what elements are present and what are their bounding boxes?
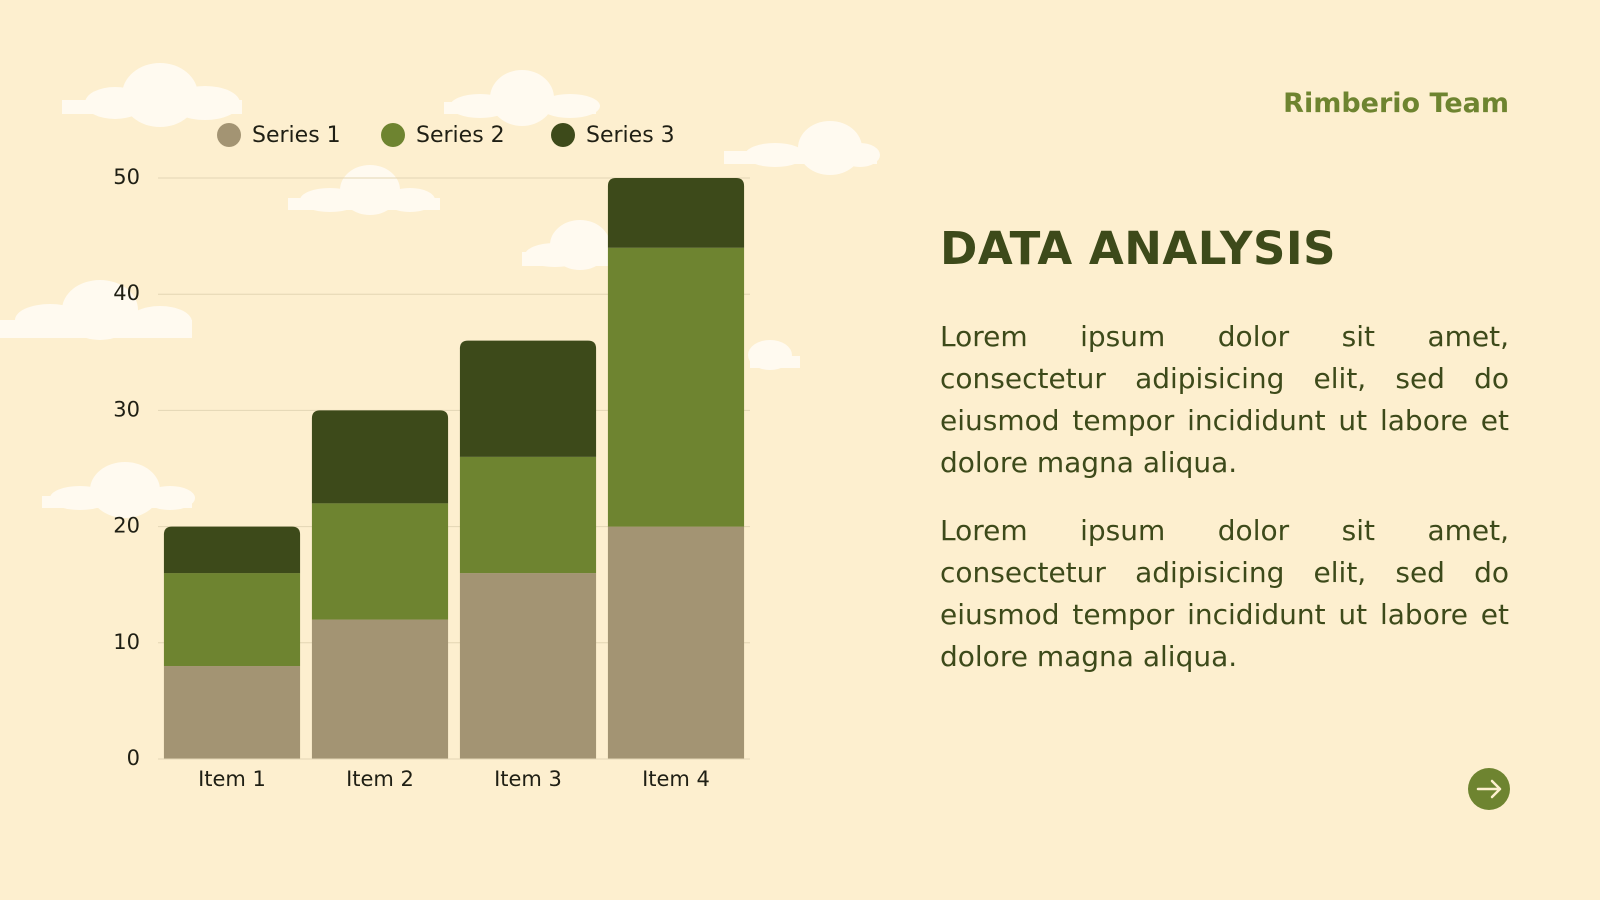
legend-label: Series 2 [416,123,505,148]
bar-segment [459,340,597,457]
legend-label: Series 1 [252,123,341,148]
clouds [0,63,880,518]
legend-swatch [381,123,405,147]
y-tick-label: 30 [113,397,140,421]
bar-segment [311,619,449,759]
bar-segment [607,526,745,759]
brand: Rimberio Team [1283,88,1509,119]
bar-segment [163,666,301,759]
bar-segment [163,573,301,667]
bar-segment [607,247,745,527]
paragraph: Lorem ipsum dolor sit amet, consectetur … [940,320,1509,479]
legend-swatch [551,123,575,147]
bar-segment [311,503,449,620]
bar-segment [607,178,745,248]
y-tick-label: 20 [113,514,140,538]
arrow-icon [1476,779,1502,799]
y-tick-label: 10 [113,630,140,654]
x-tick-label: Item 4 [642,767,710,791]
y-tick-label: 0 [127,746,140,770]
bar-segment [459,573,597,759]
legend-label: Series 3 [586,123,675,148]
next-button[interactable] [1468,768,1510,810]
legend-swatch [217,123,241,147]
x-tick-label: Item 3 [494,767,562,791]
paragraph: Lorem ipsum dolor sit amet, consectetur … [940,514,1509,673]
x-tick-label: Item 2 [346,767,414,791]
x-tick-label: Item 1 [198,767,266,791]
bar-segment [163,526,301,574]
heading: DATA ANALYSIS [940,222,1337,275]
y-tick-label: 40 [113,281,140,305]
y-tick-label: 50 [113,165,140,189]
bar-segment [459,456,597,574]
bar-segment [311,410,449,504]
